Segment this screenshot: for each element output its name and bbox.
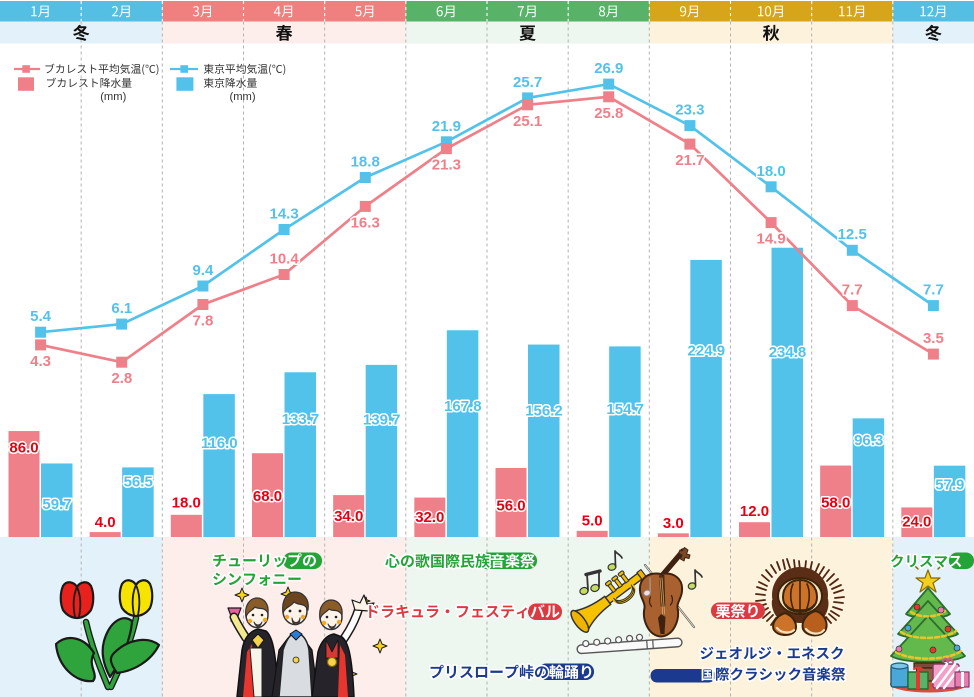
svg-text:(mm): (mm) [230,91,256,103]
svg-text:21.3: 21.3 [432,157,461,174]
svg-text:4.0: 4.0 [95,514,116,531]
svg-text:156.2: 156.2 [525,402,563,419]
svg-text:4.3: 4.3 [30,353,51,370]
svg-text:154.7: 154.7 [606,401,644,418]
svg-text:133.7: 133.7 [282,411,320,428]
svg-text:14.9: 14.9 [756,231,785,248]
svg-text:7.7: 7.7 [842,282,863,299]
svg-text:23.3: 23.3 [675,102,704,119]
svg-text:56.0: 56.0 [496,498,525,515]
svg-text:234.8: 234.8 [769,344,807,361]
svg-text:14.3: 14.3 [269,206,298,223]
svg-text:116.0: 116.0 [201,435,238,452]
svg-text:24.0: 24.0 [902,514,931,531]
svg-text:9.4: 9.4 [192,262,214,279]
svg-text:139.7: 139.7 [363,412,401,429]
svg-text:12.5: 12.5 [838,226,867,243]
svg-text:3.0: 3.0 [663,515,684,532]
svg-text:25.7: 25.7 [513,74,542,91]
svg-text:18.8: 18.8 [351,154,380,171]
svg-text:68.0: 68.0 [253,488,282,505]
svg-text:59.7: 59.7 [42,496,71,513]
svg-text:7.8: 7.8 [192,313,213,330]
svg-text:12.0: 12.0 [740,503,769,520]
svg-text:21.7: 21.7 [675,152,704,169]
svg-text:3.5: 3.5 [923,330,944,347]
svg-text:18.0: 18.0 [756,163,785,180]
svg-text:18.0: 18.0 [172,495,201,512]
svg-text:224.9: 224.9 [688,343,726,360]
svg-text:(mm): (mm) [100,91,126,103]
svg-text:21.9: 21.9 [432,118,461,135]
svg-text:32.0: 32.0 [415,509,444,526]
svg-text:58.0: 58.0 [821,495,850,512]
svg-text:167.8: 167.8 [444,398,482,415]
svg-text:5.0: 5.0 [582,512,603,529]
svg-text:56.5: 56.5 [124,473,153,490]
svg-text:96.3: 96.3 [854,432,883,449]
svg-text:25.1: 25.1 [513,113,542,130]
svg-text:86.0: 86.0 [9,440,38,457]
svg-text:16.3: 16.3 [351,214,380,231]
svg-text:26.9: 26.9 [594,60,623,77]
svg-text:10.4: 10.4 [269,251,299,268]
svg-text:25.8: 25.8 [594,105,623,122]
svg-text:57.9: 57.9 [935,476,964,493]
svg-text:34.0: 34.0 [334,508,363,525]
svg-text:2.8: 2.8 [111,370,132,387]
svg-text:6.1: 6.1 [111,300,132,317]
svg-text:5.4: 5.4 [30,308,52,325]
svg-text:7.7: 7.7 [923,282,944,299]
